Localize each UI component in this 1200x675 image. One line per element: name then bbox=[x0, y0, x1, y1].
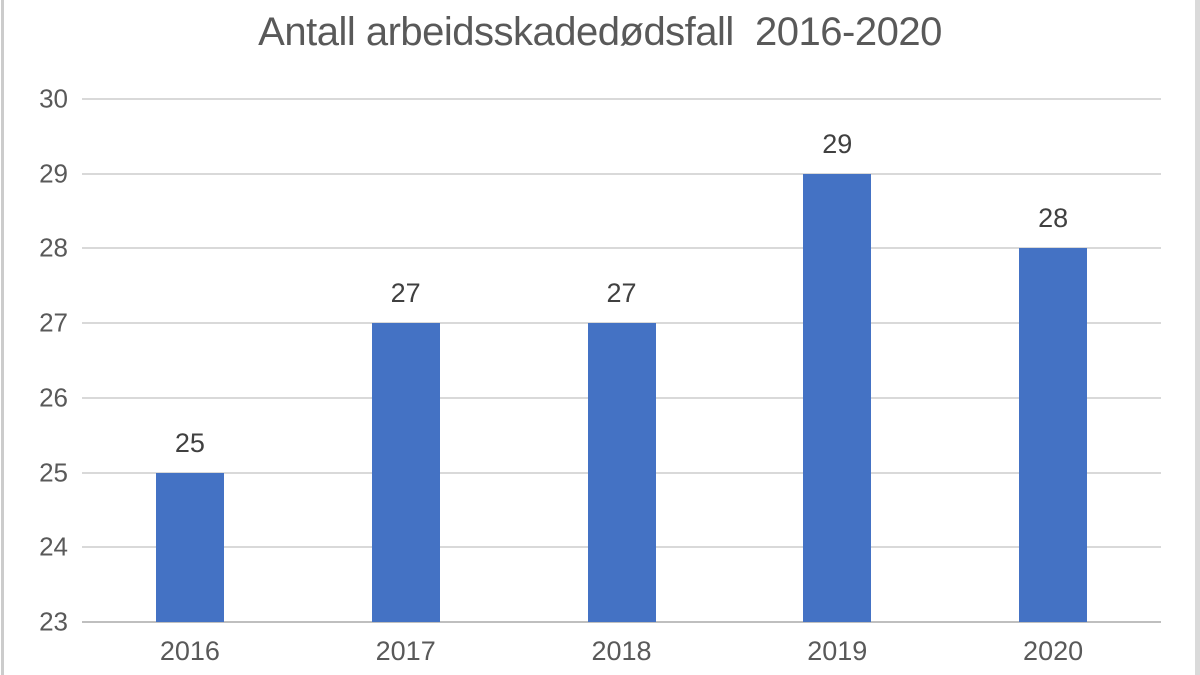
bar-2020 bbox=[1019, 248, 1088, 622]
bar-2018 bbox=[587, 323, 656, 622]
y-axis-tick-label: 23 bbox=[39, 606, 68, 637]
bar-2017 bbox=[371, 323, 440, 622]
y-axis-tick-label: 28 bbox=[39, 232, 68, 263]
right-edge-border bbox=[1195, 0, 1200, 675]
bar-data-label: 27 bbox=[606, 278, 637, 309]
bar-data-label: 28 bbox=[1038, 203, 1069, 234]
bar-2016 bbox=[155, 472, 224, 622]
x-axis-tick-label: 2018 bbox=[591, 636, 652, 666]
bar-data-label: 27 bbox=[390, 278, 421, 309]
gridline bbox=[82, 98, 1161, 100]
y-axis-tick-label: 25 bbox=[39, 457, 68, 488]
gridline bbox=[82, 172, 1161, 175]
gridline bbox=[82, 247, 1161, 250]
y-axis-tick-label: 29 bbox=[39, 158, 68, 189]
x-axis-tick-label: 2020 bbox=[1023, 636, 1084, 666]
bar-2019 bbox=[803, 173, 872, 622]
y-axis-tick-label: 27 bbox=[39, 307, 68, 338]
x-axis-tick-label: 2016 bbox=[159, 636, 220, 666]
gridline bbox=[82, 322, 1161, 325]
chart-title: Antall arbeidsskadedødsfall 2016-2020 bbox=[258, 10, 942, 54]
plot-area: 25 27 27 29 28 bbox=[82, 98, 1161, 623]
x-axis-tick-label: 2019 bbox=[807, 636, 868, 666]
y-axis-tick-label: 30 bbox=[39, 83, 68, 114]
x-axis-tick-label: 2017 bbox=[375, 636, 436, 666]
y-axis-tick-label: 24 bbox=[39, 531, 68, 562]
bar-data-label: 25 bbox=[174, 427, 205, 458]
bar-data-label: 29 bbox=[822, 128, 853, 159]
y-axis-tick-label: 26 bbox=[39, 382, 68, 413]
x-axis-line bbox=[82, 621, 1161, 623]
left-edge-border bbox=[1, 0, 4, 675]
